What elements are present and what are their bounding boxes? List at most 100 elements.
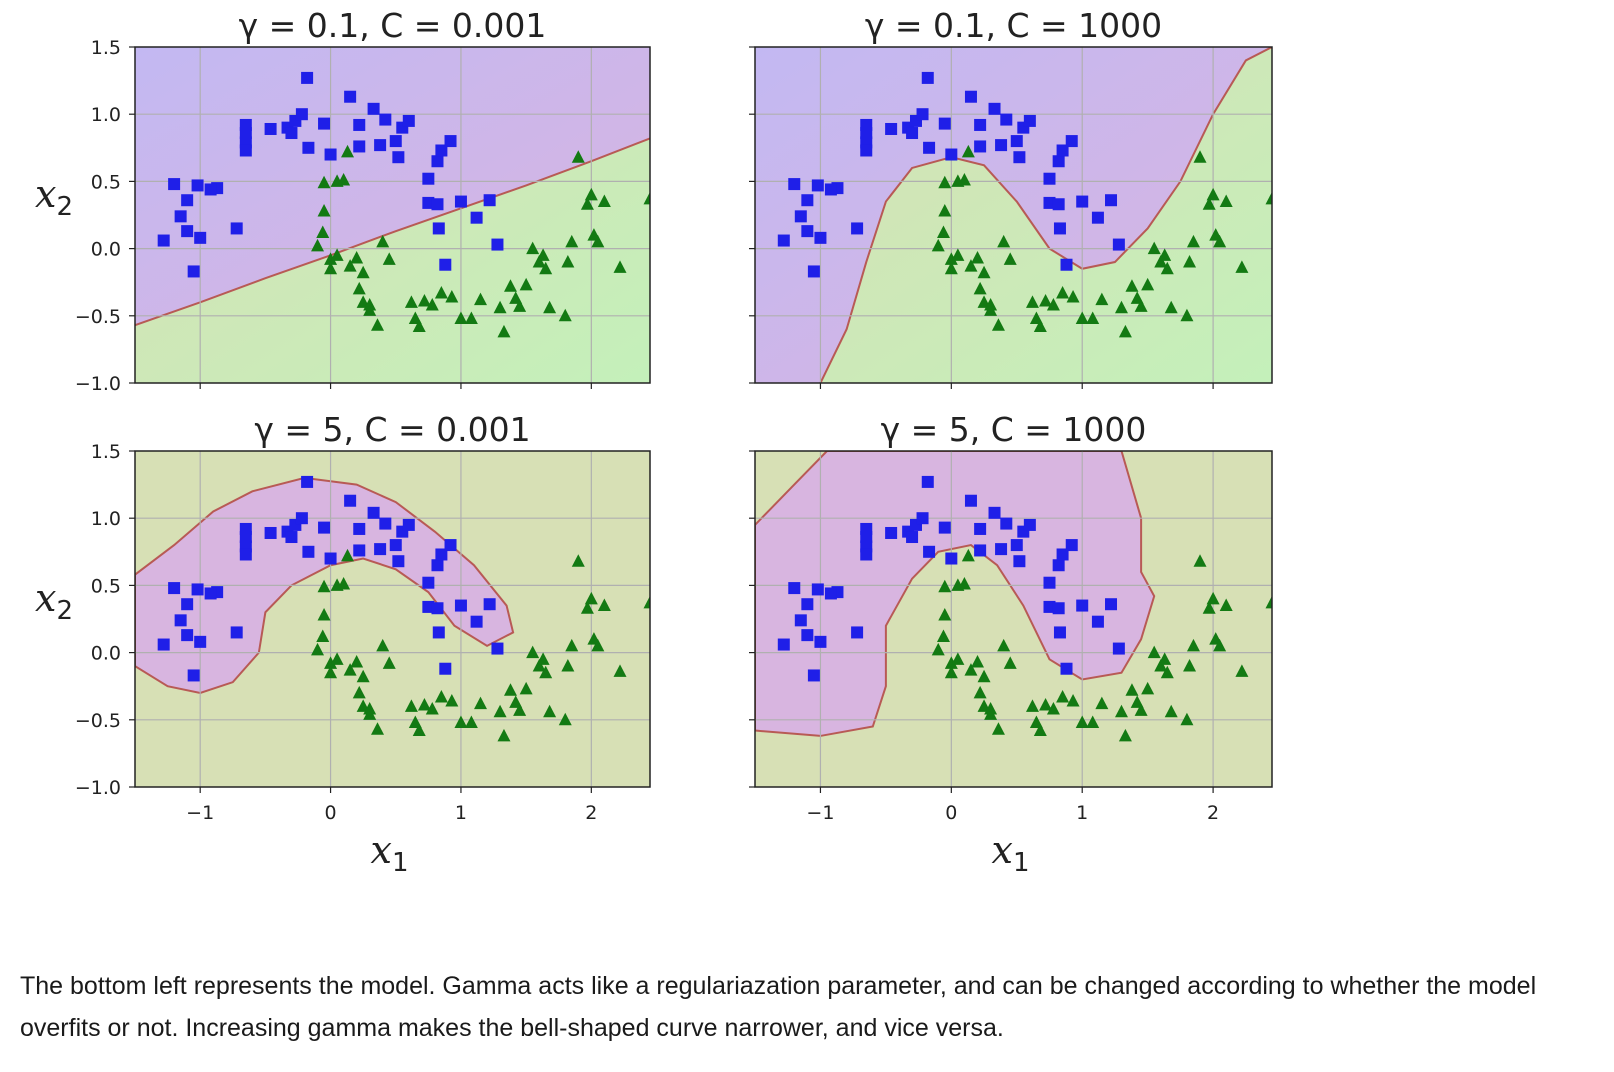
data-point-triangle	[1066, 289, 1080, 303]
data-point-triangle	[1154, 659, 1168, 672]
plot-frame	[134, 450, 651, 788]
data-point-square	[353, 522, 366, 535]
x-tick-label: 0	[325, 802, 337, 824]
data-point-triangle	[311, 238, 325, 252]
data-point-triangle	[412, 319, 426, 333]
data-point-triangle	[536, 652, 550, 665]
data-point-triangle	[382, 252, 396, 265]
decision-boundary	[819, 47, 1272, 383]
data-point-square	[444, 135, 457, 148]
data-point-triangle	[643, 191, 650, 205]
data-point-triangle	[503, 279, 517, 292]
data-point-triangle	[1086, 715, 1100, 728]
data-point-triangle	[938, 579, 952, 593]
data-point-square	[374, 543, 387, 556]
data-point-square	[801, 225, 814, 238]
decision-boundary	[755, 451, 1156, 737]
data-point-square	[402, 518, 415, 531]
data-point-square	[788, 582, 801, 595]
data-point-square	[974, 522, 987, 535]
data-point-triangle	[1147, 241, 1161, 255]
data-point-triangle	[532, 659, 546, 672]
data-point-triangle	[1183, 659, 1197, 672]
data-point-triangle	[330, 652, 344, 665]
data-point-square	[945, 148, 958, 161]
data-point-triangle	[324, 261, 338, 275]
caption-text: The bottom left represents the model. Ga…	[20, 972, 1537, 1042]
data-point-triangle	[1125, 683, 1139, 696]
data-point-triangle	[936, 225, 950, 238]
data-point-square	[157, 638, 170, 651]
data-point-square	[1023, 518, 1036, 531]
data-point-square	[923, 545, 936, 558]
data-point-triangle	[445, 693, 459, 707]
data-point-square	[301, 475, 314, 488]
data-point-square	[1076, 195, 1089, 208]
data-point-square	[938, 521, 951, 534]
data-point-triangle	[1086, 311, 1100, 324]
data-point-triangle	[316, 225, 330, 238]
data-point-square	[367, 102, 380, 115]
data-point-square	[801, 629, 814, 642]
data-point-triangle	[1003, 252, 1017, 265]
y-tick-label: −0.5	[75, 306, 121, 328]
data-point-square	[353, 544, 366, 557]
panel-title: γ = 0.1, C = 0.001	[239, 6, 547, 45]
data-point-square	[264, 526, 277, 539]
data-point-triangle	[1095, 292, 1109, 306]
data-point-square	[230, 626, 243, 639]
data-point-triangle	[571, 554, 585, 567]
data-point-triangle	[613, 260, 627, 273]
data-point-square	[491, 642, 504, 655]
data-point-triangle	[382, 656, 396, 669]
data-point-triangle	[1219, 598, 1233, 612]
data-point-triangle	[317, 607, 331, 621]
data-point-triangle	[597, 598, 611, 612]
data-point-triangle	[643, 595, 650, 609]
data-point-triangle	[343, 259, 357, 272]
data-point-square	[230, 222, 243, 235]
x-tick-label: 0	[945, 802, 957, 824]
data-point-triangle	[434, 689, 448, 703]
data-point-square	[174, 210, 187, 223]
data-point-triangle	[580, 601, 594, 614]
data-point-triangle	[1134, 703, 1148, 716]
data-point-triangle	[1033, 319, 1047, 333]
data-point-square	[885, 122, 898, 135]
data-point-triangle	[1158, 248, 1172, 261]
data-point-square	[168, 178, 181, 191]
data-point-triangle	[324, 656, 338, 669]
data-point-square	[1000, 517, 1013, 530]
data-point-square	[1043, 196, 1056, 209]
data-point-triangle	[1046, 702, 1060, 715]
data-point-square	[1056, 144, 1069, 157]
data-point-square	[353, 118, 366, 131]
data-point-triangle	[1095, 696, 1109, 710]
data-point-triangle	[317, 203, 331, 217]
x-tick-label: −1	[806, 802, 834, 824]
data-point-square	[439, 258, 452, 271]
data-point-square	[422, 196, 435, 209]
data-point-square	[239, 127, 252, 140]
data-point-triangle	[1219, 194, 1233, 208]
data-point-triangle	[434, 285, 448, 299]
data-point-triangle	[404, 295, 418, 308]
data-point-triangle	[1075, 715, 1089, 728]
data-point-triangle	[1158, 652, 1172, 665]
data-point-square	[239, 118, 252, 131]
x-tick-label: 2	[1207, 802, 1219, 824]
data-point-square	[431, 559, 444, 572]
data-point-triangle	[591, 638, 605, 652]
data-point-triangle	[931, 642, 945, 656]
figure: γ = 0.1, C = 0.001 1.5 1.0 0.5 0.0 −0.5 −1.0 x2…	[35, 6, 1273, 878]
x-axis-label: x1	[992, 828, 1030, 878]
y-tick-label: 0.5	[91, 171, 121, 193]
data-point-triangle	[1075, 311, 1089, 324]
data-point-triangle	[1125, 279, 1139, 292]
data-point-square	[1091, 615, 1104, 628]
data-point-square	[422, 172, 435, 185]
data-point-triangle	[519, 681, 533, 695]
data-point-square	[1065, 135, 1078, 148]
data-point-triangle	[1265, 191, 1272, 205]
data-point-triangle	[1154, 255, 1168, 268]
